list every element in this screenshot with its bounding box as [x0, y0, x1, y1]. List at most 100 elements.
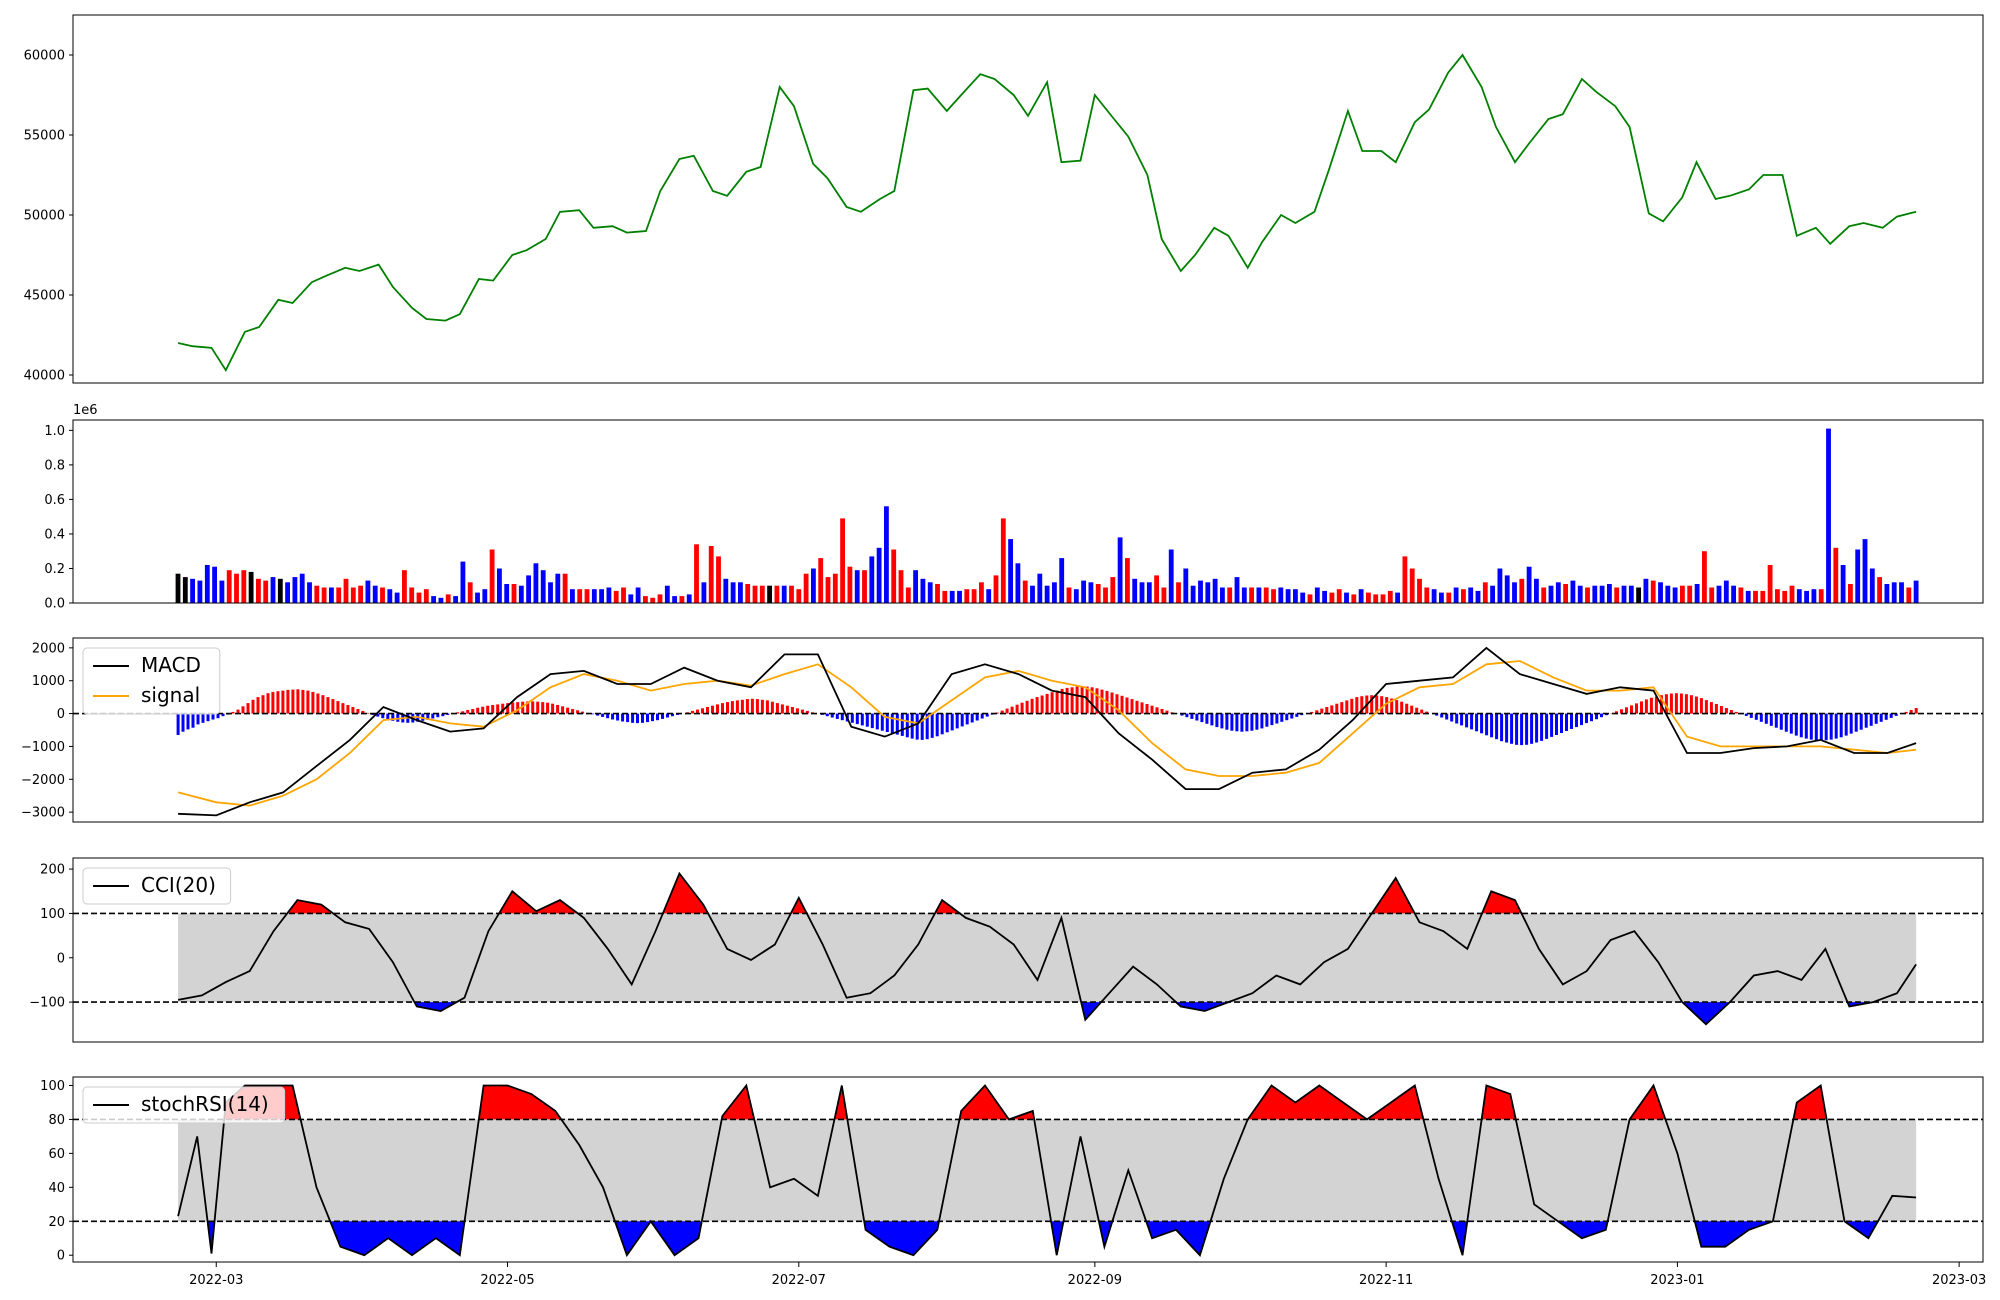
macd-histogram-bar	[436, 713, 440, 718]
macd-histogram-bar	[1804, 713, 1808, 739]
macd-histogram-bar	[706, 707, 709, 714]
macd-histogram-bar	[181, 713, 185, 732]
macd-histogram-bar	[1165, 710, 1169, 714]
macd-histogram-bar	[1435, 713, 1439, 716]
volume-bar	[898, 570, 904, 603]
y-tick-label: −1000	[21, 740, 65, 755]
volume-bar	[511, 584, 517, 603]
macd-histogram-bar	[880, 713, 884, 731]
volume-bar	[862, 570, 867, 603]
macd-histogram-bar	[606, 713, 610, 719]
macd-histogram-bar	[556, 705, 560, 714]
macd-histogram-bar	[341, 703, 345, 714]
macd-histogram-bar	[286, 689, 290, 714]
macd-histogram-bar	[696, 709, 699, 714]
macd-histogram-bar	[1050, 692, 1054, 714]
macd-histogram-bar	[1455, 713, 1459, 724]
volume-bar	[1314, 587, 1320, 603]
volume-bar	[1643, 578, 1649, 603]
legend-box	[82, 1086, 286, 1124]
macd-histogram-bar	[1684, 694, 1688, 714]
macd-histogram-bar	[1904, 711, 1908, 714]
x-tick-label: 2022-07	[772, 1273, 826, 1288]
macd-histogram-bar	[1340, 702, 1344, 714]
y-tick-label: −100	[29, 996, 65, 1011]
volume-bar	[1512, 582, 1517, 603]
macd-histogram-bar	[621, 713, 625, 722]
macd-histogram-bar	[1779, 713, 1783, 730]
volume-bar	[1300, 592, 1306, 603]
macd-histogram-bar	[1485, 713, 1489, 736]
macd-histogram-bar	[1180, 713, 1184, 716]
legend-label: MACD	[141, 653, 201, 677]
macd-histogram-bar	[1055, 690, 1059, 714]
volume-bar	[1804, 590, 1810, 603]
volume-bar	[803, 573, 809, 603]
volume-bar	[1680, 585, 1685, 603]
macd-histogram-bar	[456, 712, 460, 714]
volume-bar	[1702, 551, 1707, 603]
y-tick-label: 1.0	[44, 424, 65, 439]
macd-histogram-bar	[1839, 713, 1843, 738]
volume-bar	[613, 590, 619, 603]
y-tick-label: 0.8	[44, 458, 65, 473]
volume-bar	[1190, 585, 1196, 603]
macd-histogram-bar	[925, 713, 929, 740]
macd-histogram-bar	[361, 710, 365, 714]
macd-histogram-bar	[745, 699, 749, 714]
macd-histogram-bar	[1829, 713, 1833, 740]
volume-bar	[1030, 585, 1035, 603]
macd-histogram-bar	[1879, 713, 1883, 722]
macd-histogram-bar	[1914, 708, 1918, 714]
threshold-fill	[1682, 1002, 1730, 1025]
macd-histogram-bar	[531, 701, 535, 714]
volume-bar	[1453, 587, 1459, 603]
macd-histogram-bar	[1550, 713, 1554, 737]
volume-bar	[197, 580, 203, 603]
plot-frame	[72, 1076, 1984, 1263]
macd-histogram-bar	[1460, 713, 1464, 726]
volume-bar	[971, 589, 977, 603]
volume-bar	[1658, 582, 1663, 603]
volume-bar	[270, 577, 276, 603]
macd-histogram-bar	[1674, 693, 1678, 714]
threshold-fill	[478, 1085, 562, 1120]
macd-histogram-bar	[571, 709, 575, 714]
macd-histogram-bar	[1585, 713, 1588, 724]
macd-histogram-bar	[291, 689, 295, 714]
macd-histogram-bar	[626, 713, 630, 723]
macd-histogram-bar	[701, 708, 704, 714]
volume-bar	[1709, 587, 1715, 603]
macd-histogram-bar	[1120, 695, 1124, 714]
macd-histogram-bar	[1150, 705, 1154, 714]
volume-bar	[811, 568, 816, 603]
volume-bar	[526, 575, 532, 603]
volume-bar	[840, 518, 846, 603]
macd-histogram-bar	[726, 702, 729, 714]
macd-histogram-bar	[1649, 697, 1653, 714]
macd-histogram-bar	[1869, 713, 1873, 726]
volume-bar	[1183, 568, 1189, 603]
macd-histogram-bar	[1834, 713, 1838, 739]
macd-histogram-bar	[1380, 696, 1384, 714]
volume-bar	[832, 573, 838, 603]
macd-histogram-bar	[1849, 713, 1853, 734]
macd-histogram-bar	[850, 713, 854, 723]
macd-histogram-bar	[1520, 713, 1524, 746]
volume-bar	[789, 585, 794, 603]
macd-histogram-bar	[1799, 713, 1803, 738]
macd-histogram-bar	[775, 703, 779, 714]
volume-bar	[1555, 582, 1561, 603]
volume-bar	[1066, 587, 1072, 603]
plot-frame	[72, 637, 1984, 823]
y-tick-label: 50000	[24, 209, 65, 224]
macd-histogram-bar	[1844, 713, 1848, 736]
volume-bar	[277, 578, 283, 603]
volume-bar	[628, 594, 634, 603]
volume-bar	[1125, 558, 1130, 603]
threshold-fill	[721, 1085, 755, 1120]
macd-histogram-bar	[1644, 699, 1648, 714]
threshold-fill	[1558, 1221, 1608, 1239]
macd-histogram-bar	[1350, 698, 1354, 714]
legend-label: signal	[141, 683, 200, 707]
